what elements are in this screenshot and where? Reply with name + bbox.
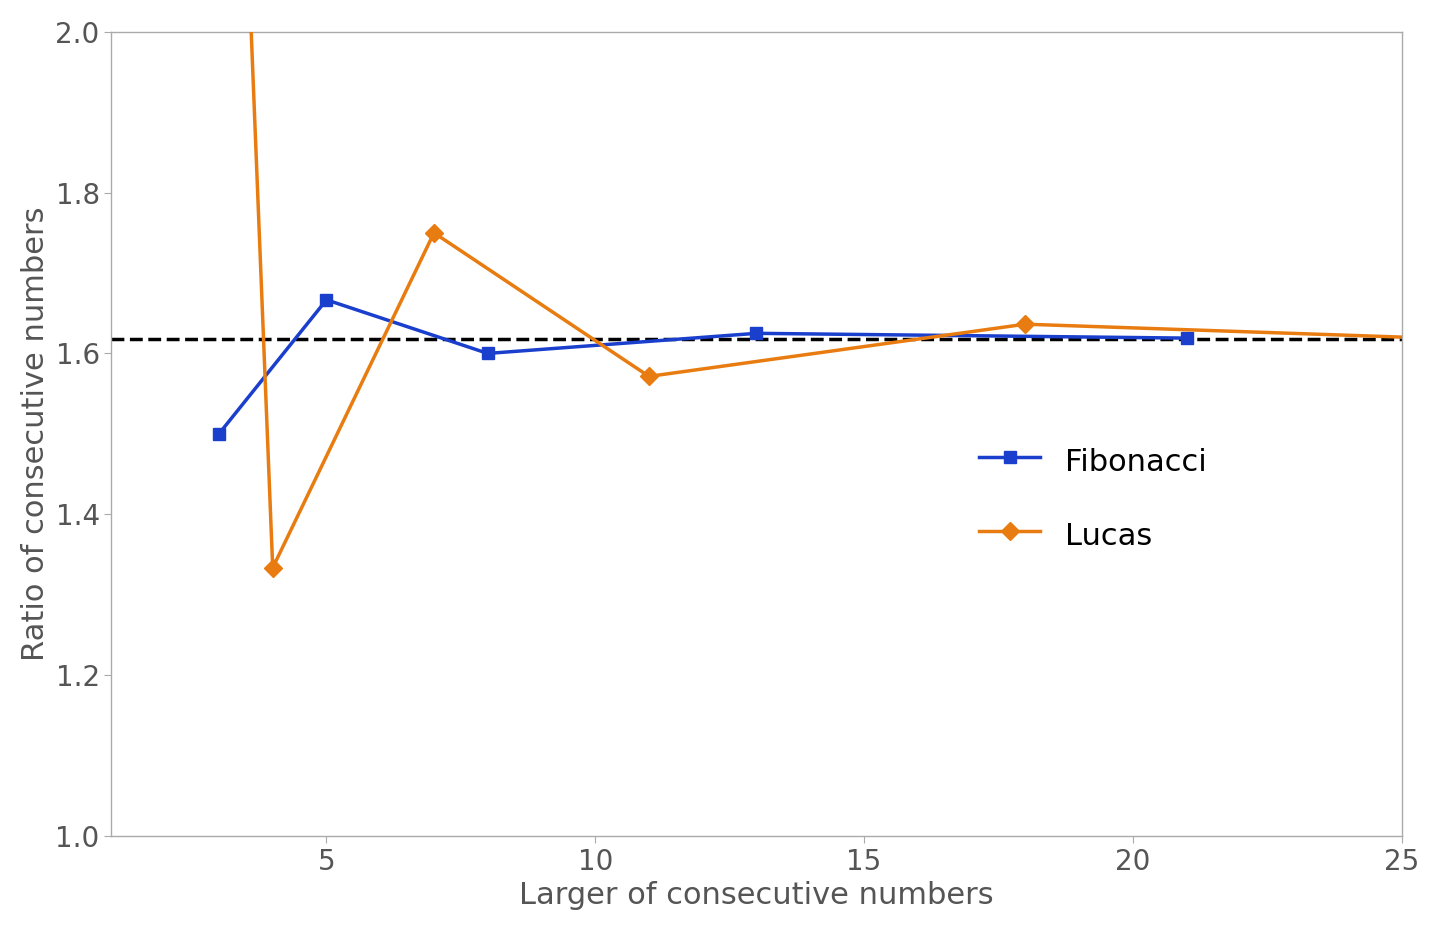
Lucas	[264, 562, 281, 573]
Y-axis label: Ratio of consecutive numbers: Ratio of consecutive numbers	[20, 207, 50, 661]
Fibonacci	[480, 348, 497, 359]
Fibonacci	[1178, 332, 1195, 344]
Lucas	[1017, 318, 1034, 330]
Fibonacci	[318, 294, 336, 305]
X-axis label: Larger of consecutive numbers: Larger of consecutive numbers	[520, 881, 994, 911]
Legend: Fibonacci, Lucas: Fibonacci, Lucas	[966, 430, 1218, 566]
Lucas	[641, 371, 658, 382]
Fibonacci	[210, 428, 228, 439]
Lucas	[425, 227, 442, 238]
Fibonacci	[747, 328, 765, 339]
Line: Fibonacci: Fibonacci	[213, 293, 1192, 440]
Line: Lucas: Lucas	[213, 0, 1440, 574]
